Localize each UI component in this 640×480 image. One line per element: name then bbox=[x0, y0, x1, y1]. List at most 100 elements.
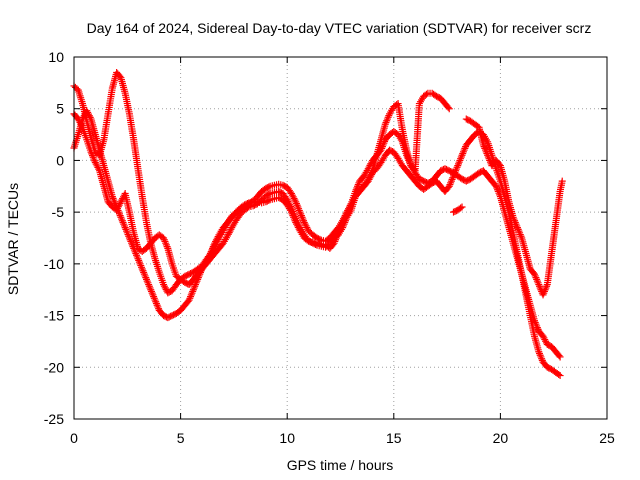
data-point bbox=[454, 160, 462, 168]
data-point bbox=[206, 250, 214, 258]
data-point bbox=[458, 203, 466, 211]
data-point bbox=[207, 248, 215, 256]
data-point bbox=[87, 148, 95, 156]
data-point bbox=[331, 237, 339, 245]
data-point bbox=[289, 193, 297, 201]
data-point bbox=[511, 217, 519, 225]
data-point bbox=[92, 160, 100, 168]
data-point bbox=[160, 236, 168, 244]
data-point bbox=[343, 208, 351, 216]
data-point bbox=[289, 212, 297, 220]
data-point bbox=[288, 210, 296, 218]
data-point bbox=[486, 156, 494, 164]
y-tick-label: 10 bbox=[48, 49, 64, 65]
data-point bbox=[132, 250, 140, 258]
data-point bbox=[135, 258, 143, 266]
data-point bbox=[147, 287, 155, 295]
data-point bbox=[510, 215, 518, 223]
data-point bbox=[294, 223, 302, 231]
data-point bbox=[86, 113, 94, 121]
data-point bbox=[494, 187, 502, 195]
data-point bbox=[128, 239, 136, 247]
data-point bbox=[265, 183, 273, 191]
data-point bbox=[453, 163, 461, 171]
y-axis-label: SDTVAR / TECUs bbox=[5, 183, 21, 295]
data-point bbox=[143, 277, 151, 285]
data-point bbox=[160, 281, 168, 289]
data-point bbox=[193, 277, 201, 285]
data-point bbox=[287, 190, 295, 198]
data-point bbox=[303, 236, 311, 244]
data-point bbox=[116, 212, 124, 220]
data-point bbox=[457, 153, 465, 161]
data-point bbox=[517, 232, 525, 240]
data-point bbox=[341, 212, 349, 220]
data-point bbox=[209, 244, 217, 252]
data-point bbox=[119, 218, 127, 226]
data-point bbox=[123, 227, 131, 235]
data-point bbox=[148, 289, 156, 297]
data-point bbox=[111, 198, 119, 206]
data-point bbox=[291, 217, 299, 225]
data-point bbox=[141, 272, 149, 280]
data-point bbox=[290, 194, 298, 202]
data-point bbox=[293, 220, 301, 228]
data-point bbox=[137, 262, 145, 270]
data-point bbox=[533, 275, 541, 283]
data-point bbox=[484, 153, 492, 161]
data-point bbox=[154, 303, 162, 311]
data-point bbox=[128, 241, 136, 249]
data-point bbox=[449, 174, 457, 182]
data-point bbox=[195, 272, 203, 280]
data-point bbox=[138, 265, 146, 273]
data-point bbox=[189, 287, 197, 295]
x-axis-label: GPS time / hours bbox=[287, 457, 394, 473]
data-point bbox=[332, 234, 340, 242]
data-point bbox=[540, 287, 548, 295]
data-point bbox=[288, 191, 296, 199]
data-point bbox=[204, 254, 212, 262]
data-point bbox=[515, 227, 523, 235]
data-point bbox=[483, 150, 491, 158]
data-point bbox=[537, 353, 545, 361]
data-point bbox=[410, 165, 418, 173]
x-tick-label: 10 bbox=[279, 430, 295, 446]
data-point bbox=[339, 217, 347, 225]
data-point bbox=[452, 167, 460, 175]
data-point bbox=[494, 186, 502, 194]
data-point bbox=[265, 196, 273, 204]
data-point bbox=[131, 248, 139, 256]
data-point bbox=[162, 241, 170, 249]
data-point bbox=[556, 353, 564, 361]
data-point bbox=[446, 181, 454, 189]
data-point bbox=[509, 213, 517, 221]
data-point bbox=[542, 284, 550, 292]
data-point bbox=[293, 222, 301, 230]
data-point bbox=[345, 203, 353, 211]
data-point bbox=[192, 279, 200, 287]
data-point bbox=[383, 117, 391, 125]
data-point bbox=[336, 225, 344, 233]
data-point bbox=[445, 105, 453, 113]
data-point bbox=[203, 256, 211, 264]
data-point bbox=[109, 194, 117, 202]
data-point bbox=[457, 155, 465, 163]
data-point bbox=[135, 256, 143, 264]
data-point bbox=[332, 236, 340, 244]
data-point bbox=[479, 141, 487, 149]
data-point bbox=[366, 172, 374, 180]
data-point bbox=[122, 225, 130, 233]
data-point bbox=[117, 198, 125, 206]
data-point bbox=[330, 239, 338, 247]
data-point bbox=[93, 162, 101, 170]
data-points bbox=[70, 69, 566, 380]
data-point bbox=[461, 144, 469, 152]
data-point bbox=[451, 168, 459, 176]
data-point bbox=[495, 160, 503, 168]
data-point bbox=[514, 225, 522, 233]
data-point bbox=[422, 90, 430, 98]
data-point bbox=[125, 234, 133, 242]
data-point bbox=[134, 255, 142, 263]
data-point bbox=[480, 143, 488, 151]
data-point bbox=[192, 281, 200, 289]
